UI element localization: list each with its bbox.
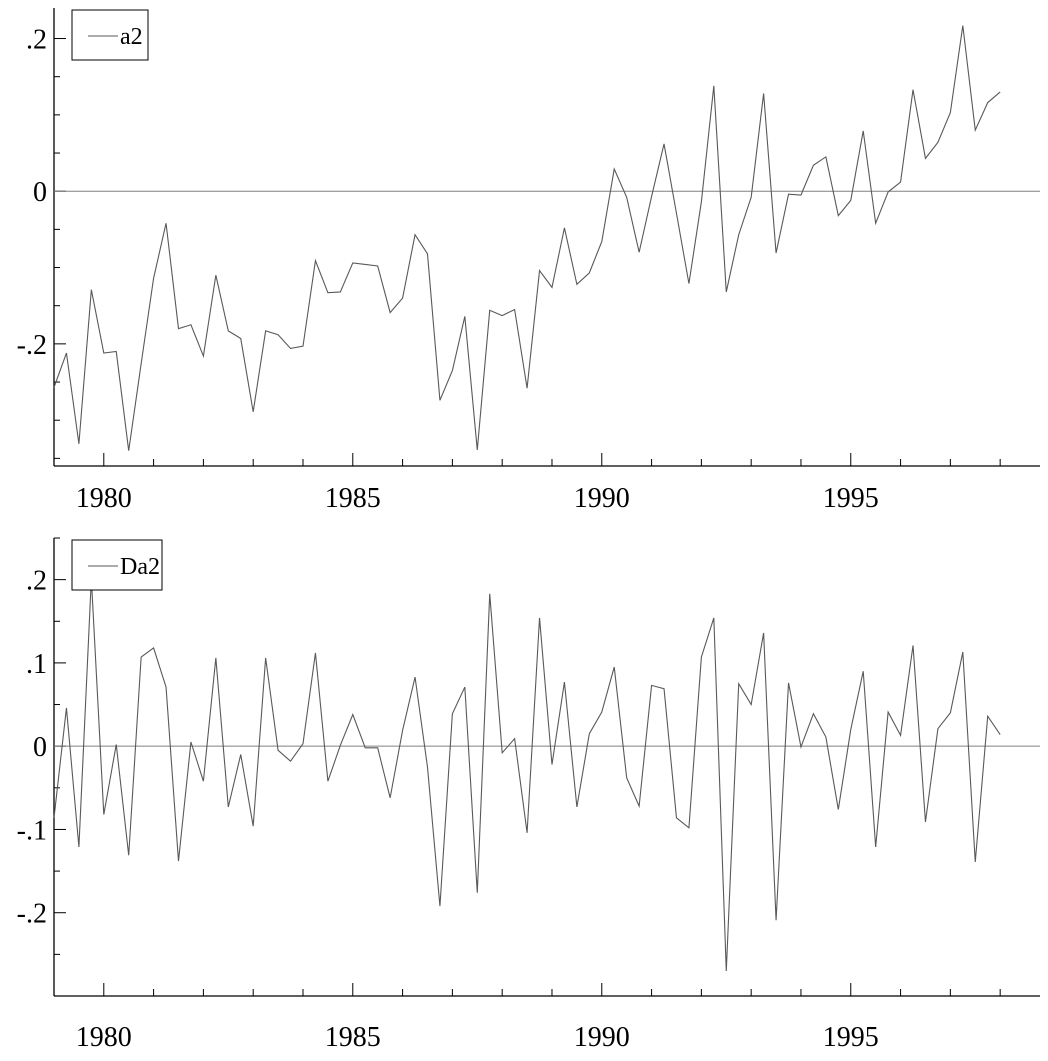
legend-label: Da2: [120, 554, 160, 580]
x-tick-label: 1985: [325, 483, 381, 514]
x-tick-label: 1980: [76, 1022, 132, 1053]
panel-a2: 1980 1985 1990 1995 .2 0 -.2 a2: [17, 8, 1040, 514]
series-line-Da2: [53, 578, 1001, 972]
legend: Da2: [71, 539, 163, 591]
y-tick-label: .1: [26, 649, 47, 680]
y-tick-label: -.2: [17, 330, 47, 361]
x-tick-label: 1990: [574, 483, 630, 514]
x-tick-label: 1985: [325, 1022, 381, 1053]
x-tick-label: 1995: [823, 483, 879, 514]
legend-label: a2: [120, 24, 143, 50]
legend: a2: [71, 9, 149, 61]
x-tick-label: 1990: [574, 1022, 630, 1053]
y-tick-label: .2: [26, 566, 47, 597]
legend-box: [71, 9, 149, 61]
x-tick-label: 1980: [76, 483, 132, 514]
y-tick-label: 0: [33, 732, 47, 763]
panel-da2: 1980 1985 1990 1995 .2 .1 0 -.1 -.2 Da2: [17, 537, 1040, 1053]
y-tick-label: -.1: [17, 815, 47, 846]
series-line-a2: [53, 25, 1001, 451]
x-tick-label: 1995: [823, 1022, 879, 1053]
legend-box: [71, 539, 163, 591]
y-tick-label: -.2: [17, 899, 47, 930]
y-tick-label: 0: [33, 177, 47, 208]
y-tick-label: .2: [26, 25, 47, 56]
